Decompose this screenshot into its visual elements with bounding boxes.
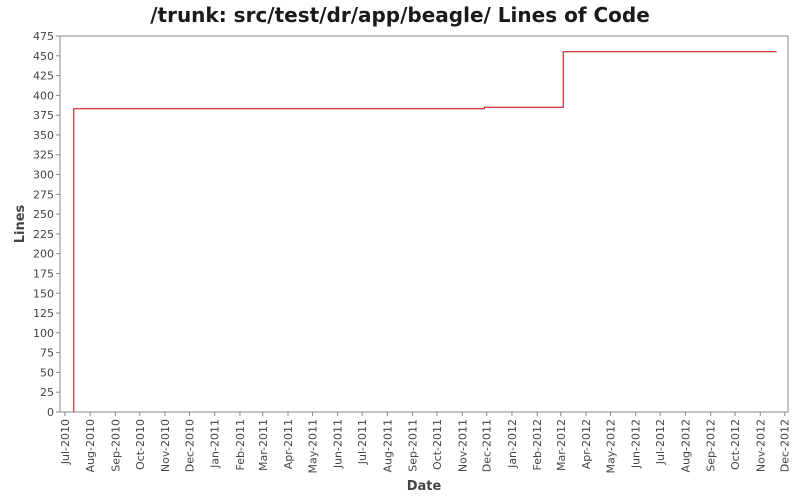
x-tick-label: May-2011 bbox=[306, 419, 319, 474]
x-tick-label: Jan-2012 bbox=[506, 419, 519, 469]
y-axis-label: Lines bbox=[13, 204, 28, 243]
x-tick-label: Mar-2011 bbox=[257, 419, 270, 471]
y-tick-label: 100 bbox=[33, 327, 54, 340]
x-tick-label: Sep-2012 bbox=[705, 419, 718, 472]
y-tick-label: 225 bbox=[33, 228, 54, 241]
x-tick-label: Apr-2012 bbox=[580, 419, 593, 469]
x-tick-label: Jun-2012 bbox=[630, 419, 643, 469]
x-tick-label: Sep-2010 bbox=[109, 419, 122, 472]
series-layer bbox=[73, 51, 777, 412]
x-tick-label: Dec-2010 bbox=[183, 419, 196, 472]
x-tick-label: Jul-2010 bbox=[59, 419, 72, 465]
y-tick-label: 200 bbox=[33, 248, 54, 261]
x-tick-label: May-2012 bbox=[604, 419, 617, 474]
y-tick-label: 150 bbox=[33, 287, 54, 300]
x-tick-label: Jul-2012 bbox=[654, 419, 667, 465]
plot-area bbox=[59, 35, 789, 413]
y-tick-label: 25 bbox=[40, 386, 54, 399]
y-tick-label: 125 bbox=[33, 307, 54, 320]
y-tick-label: 425 bbox=[33, 70, 54, 83]
y-tick-label: 50 bbox=[40, 366, 54, 379]
x-tick-label: Dec-2011 bbox=[481, 419, 494, 472]
y-tick-label: 450 bbox=[33, 50, 54, 63]
x-tick-label: Aug-2010 bbox=[84, 419, 97, 472]
y-tick-label: 300 bbox=[33, 169, 54, 182]
x-tick-label: Mar-2012 bbox=[555, 419, 568, 471]
x-tick-label: Aug-2012 bbox=[679, 419, 692, 472]
x-tick-label: Oct-2012 bbox=[729, 419, 742, 470]
x-tick-label: Nov-2011 bbox=[456, 419, 469, 472]
x-tick-label: Aug-2011 bbox=[381, 419, 394, 472]
x-tick-label: Jan-2011 bbox=[209, 419, 222, 469]
y-tick-label: 325 bbox=[33, 149, 54, 162]
y-tick-label: 350 bbox=[33, 129, 54, 142]
y-tick-label: 175 bbox=[33, 267, 54, 280]
y-tick-label: 400 bbox=[33, 89, 54, 102]
x-tick-label: Sep-2011 bbox=[407, 419, 420, 472]
x-axis-ticks: Jul-2010 Aug-2010 Sep-2010 Oct-2010 Nov-2010… bbox=[59, 412, 792, 474]
y-tick-label: 375 bbox=[33, 109, 54, 122]
x-tick-label: Nov-2012 bbox=[754, 419, 767, 472]
x-tick-label: Dec-2012 bbox=[779, 419, 792, 472]
x-axis-label: Date bbox=[407, 479, 442, 494]
x-tick-label: Jul-2011 bbox=[356, 419, 369, 465]
x-tick-label: Nov-2010 bbox=[159, 419, 172, 472]
x-tick-label: Feb-2012 bbox=[531, 419, 544, 470]
y-axis-ticks: 0 25 50 75 100 125 150 175 200 225 250 275 300 325 350… bbox=[33, 30, 60, 419]
y-tick-label: 75 bbox=[40, 347, 54, 360]
y-tick-label: 475 bbox=[33, 30, 54, 43]
y-tick-label: 275 bbox=[33, 188, 54, 201]
series-line-1 bbox=[73, 51, 777, 412]
x-tick-label: Feb-2011 bbox=[234, 419, 247, 470]
x-tick-label: Oct-2011 bbox=[431, 419, 444, 470]
x-tick-label: Jun-2011 bbox=[332, 419, 345, 469]
chart-title: /trunk: src/test/dr/app/beagle/ Lines of… bbox=[150, 3, 650, 27]
x-tick-label: Oct-2010 bbox=[134, 419, 147, 470]
y-tick-label: 0 bbox=[47, 406, 54, 419]
y-tick-label: 250 bbox=[33, 208, 54, 221]
x-tick-label: Apr-2011 bbox=[282, 419, 295, 469]
